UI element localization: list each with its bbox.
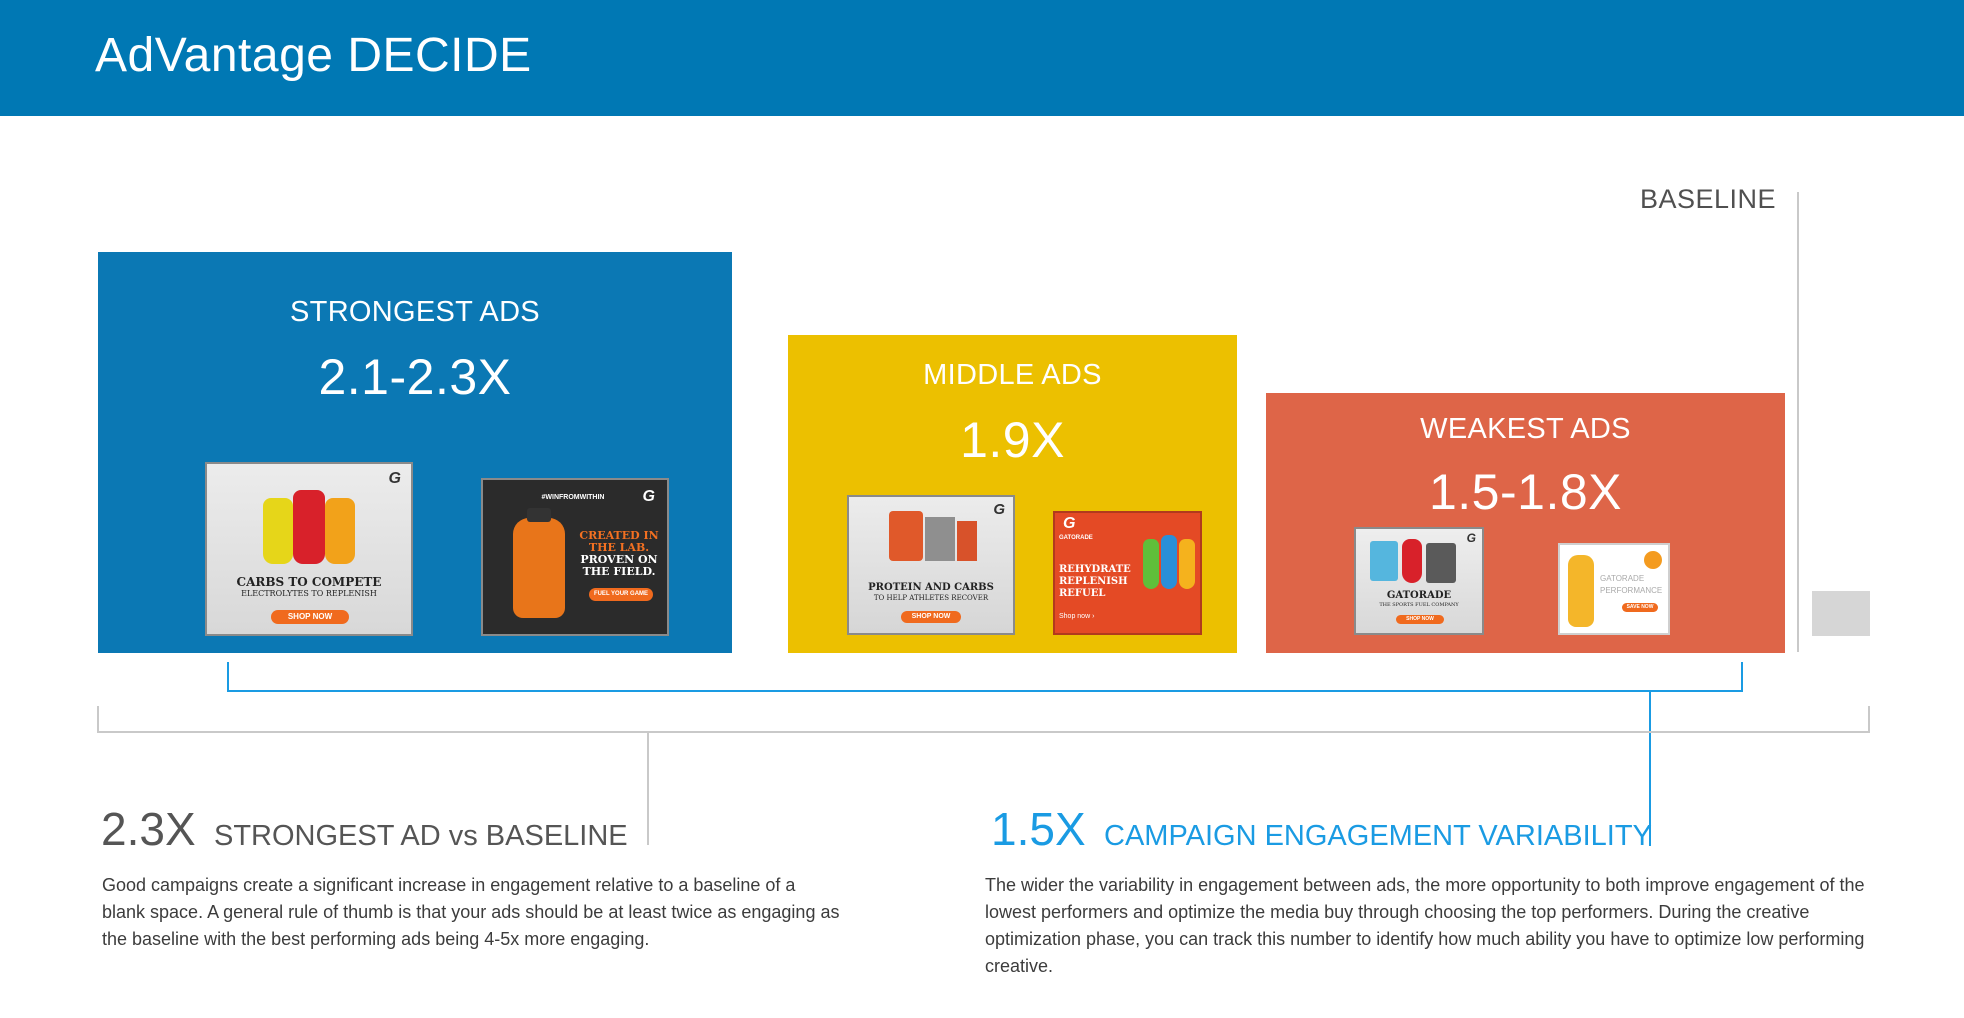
ad-headline: CARBS TO COMPETE bbox=[236, 575, 382, 589]
strongest-vs-baseline-value: 2.3X bbox=[101, 803, 196, 855]
ad-line-3: REFUEL bbox=[1059, 588, 1106, 599]
baseline-bracket bbox=[97, 731, 1870, 733]
shop-now-link[interactable]: Shop now › bbox=[1059, 613, 1095, 620]
red-bottle-icon bbox=[293, 490, 325, 564]
shop-now-button[interactable]: SHOP NOW bbox=[1396, 615, 1444, 624]
baseline-bracket-right-tick bbox=[1868, 706, 1870, 733]
ad-carbs-to-compete[interactable]: G CARBS TO COMPETE ELECTROLYTES TO REPLE… bbox=[205, 462, 413, 636]
weakest-ads-panel: WEAKEST ADS 1.5-1.8X G GATORADE THE SPOR… bbox=[1266, 393, 1785, 653]
header-bar: AdVantage DECIDE bbox=[0, 0, 1964, 116]
badge-icon bbox=[1644, 551, 1662, 569]
shop-now-button[interactable]: SHOP NOW bbox=[901, 611, 961, 623]
middle-ads-value: 1.9X bbox=[960, 412, 1065, 468]
shop-now-button[interactable]: SHOP NOW bbox=[271, 610, 349, 624]
ad-gatorade-performance[interactable]: GATORADE PERFORMANCE SAVE NOW bbox=[1558, 543, 1670, 635]
gatorade-logo-icon: G bbox=[993, 501, 1005, 518]
green-bottle-icon bbox=[1143, 539, 1159, 589]
save-now-button[interactable]: SAVE NOW bbox=[1622, 603, 1658, 612]
variability-connector bbox=[1649, 690, 1651, 846]
ad-line-2: PERFORMANCE bbox=[1600, 586, 1663, 595]
ad-brand: GATORADE bbox=[1059, 535, 1093, 541]
weakest-ads-label: WEAKEST ADS bbox=[1420, 413, 1631, 445]
gatorade-logo-icon: G bbox=[642, 488, 655, 505]
strongest-vs-baseline-label: STRONGEST AD vs BASELINE bbox=[214, 820, 628, 852]
ad-headline: GATORADE bbox=[1386, 590, 1452, 601]
ad-protein-and-carbs[interactable]: G PROTEIN AND CARBS TO HELP ATHLETES REC… bbox=[847, 495, 1015, 635]
ad-subhead: ELECTROLYTES TO REPLENISH bbox=[241, 589, 377, 598]
orange-bottle-icon bbox=[513, 518, 565, 618]
ad-gatorade-sports-fuel[interactable]: G GATORADE THE SPORTS FUEL COMPANY SHOP … bbox=[1354, 527, 1484, 635]
ad-line-2: REPLENISH bbox=[1059, 576, 1128, 587]
orange-bottle-icon bbox=[1179, 539, 1195, 589]
strongest-vs-baseline-description: Good campaigns create a significant incr… bbox=[102, 875, 840, 949]
strongest-ads-panel: STRONGEST ADS 2.1-2.3X G CARBS TO COMPET… bbox=[98, 252, 732, 653]
orange-bottle-icon bbox=[325, 498, 355, 564]
baseline-bracket-left-tick bbox=[97, 706, 99, 733]
gatorade-logo-icon: G bbox=[388, 470, 401, 487]
fuel-your-game-button[interactable]: FUEL YOUR GAME bbox=[589, 588, 653, 601]
ad-rehydrate-replenish-refuel[interactable]: G GATORADE REHYDRATE REPLENISH REFUEL Sh… bbox=[1053, 511, 1202, 635]
gatorade-logo-icon: G bbox=[1063, 515, 1076, 532]
blue-bottle-icon bbox=[1161, 535, 1177, 589]
ad-line-2: THE LAB. bbox=[588, 541, 650, 554]
strongest-ads-value: 2.1-2.3X bbox=[318, 349, 512, 405]
ad-line-3: PROVEN ON bbox=[580, 553, 658, 566]
engagement-variability-value: 1.5X bbox=[991, 803, 1086, 855]
middle-ads-panel: MIDDLE ADS 1.9X G PROTEIN AND CARBS TO H… bbox=[788, 335, 1237, 653]
ad-hashtag: #WINFROMWITHIN bbox=[541, 494, 605, 501]
product-bar-icon bbox=[957, 521, 977, 561]
ad-subhead: THE SPORTS FUEL COMPANY bbox=[1379, 602, 1459, 608]
yellow-bottle-icon bbox=[1568, 555, 1594, 627]
variability-bracket-right-tick bbox=[1741, 662, 1743, 692]
variability-bracket-left-tick bbox=[227, 662, 229, 692]
ad-subhead: TO HELP ATHLETES RECOVER bbox=[873, 594, 989, 602]
bottle-cap-icon bbox=[527, 508, 551, 522]
ad-headline: PROTEIN AND CARBS bbox=[868, 582, 994, 593]
baseline-connector bbox=[647, 733, 649, 845]
ad-line-1: GATORADE bbox=[1600, 574, 1645, 583]
ad-line-1: CREATED IN bbox=[579, 529, 659, 542]
ad-line-4: THE FIELD. bbox=[582, 565, 656, 578]
baseline-blank-ad bbox=[1812, 591, 1870, 636]
gatorade-logo-icon: G bbox=[1466, 531, 1476, 545]
variability-bracket bbox=[227, 690, 1743, 692]
engagement-variability-label: CAMPAIGN ENGAGEMENT VARIABILITY bbox=[1104, 820, 1652, 852]
yellow-bottle-icon bbox=[263, 498, 293, 564]
baseline-divider bbox=[1797, 192, 1799, 652]
product-tub-icon bbox=[1426, 543, 1456, 583]
ad-created-in-the-lab[interactable]: #WINFROMWITHIN G CREATED IN THE LAB. PRO… bbox=[481, 478, 669, 636]
middle-ads-label: MIDDLE ADS bbox=[923, 359, 1102, 391]
baseline-label: BASELINE bbox=[1640, 184, 1777, 214]
strongest-ads-label: STRONGEST ADS bbox=[290, 296, 540, 328]
product-tub-icon bbox=[1370, 541, 1398, 581]
engagement-variability-description: The wider the variability in engagement … bbox=[985, 875, 1865, 976]
page-title: AdVantage DECIDE bbox=[95, 29, 532, 82]
ad-line-1: REHYDRATE bbox=[1059, 564, 1131, 575]
product-bar-icon bbox=[925, 517, 955, 561]
weakest-ads-value: 1.5-1.8X bbox=[1428, 464, 1622, 520]
product-tub-icon bbox=[889, 511, 923, 561]
red-bottle-icon bbox=[1402, 539, 1422, 583]
